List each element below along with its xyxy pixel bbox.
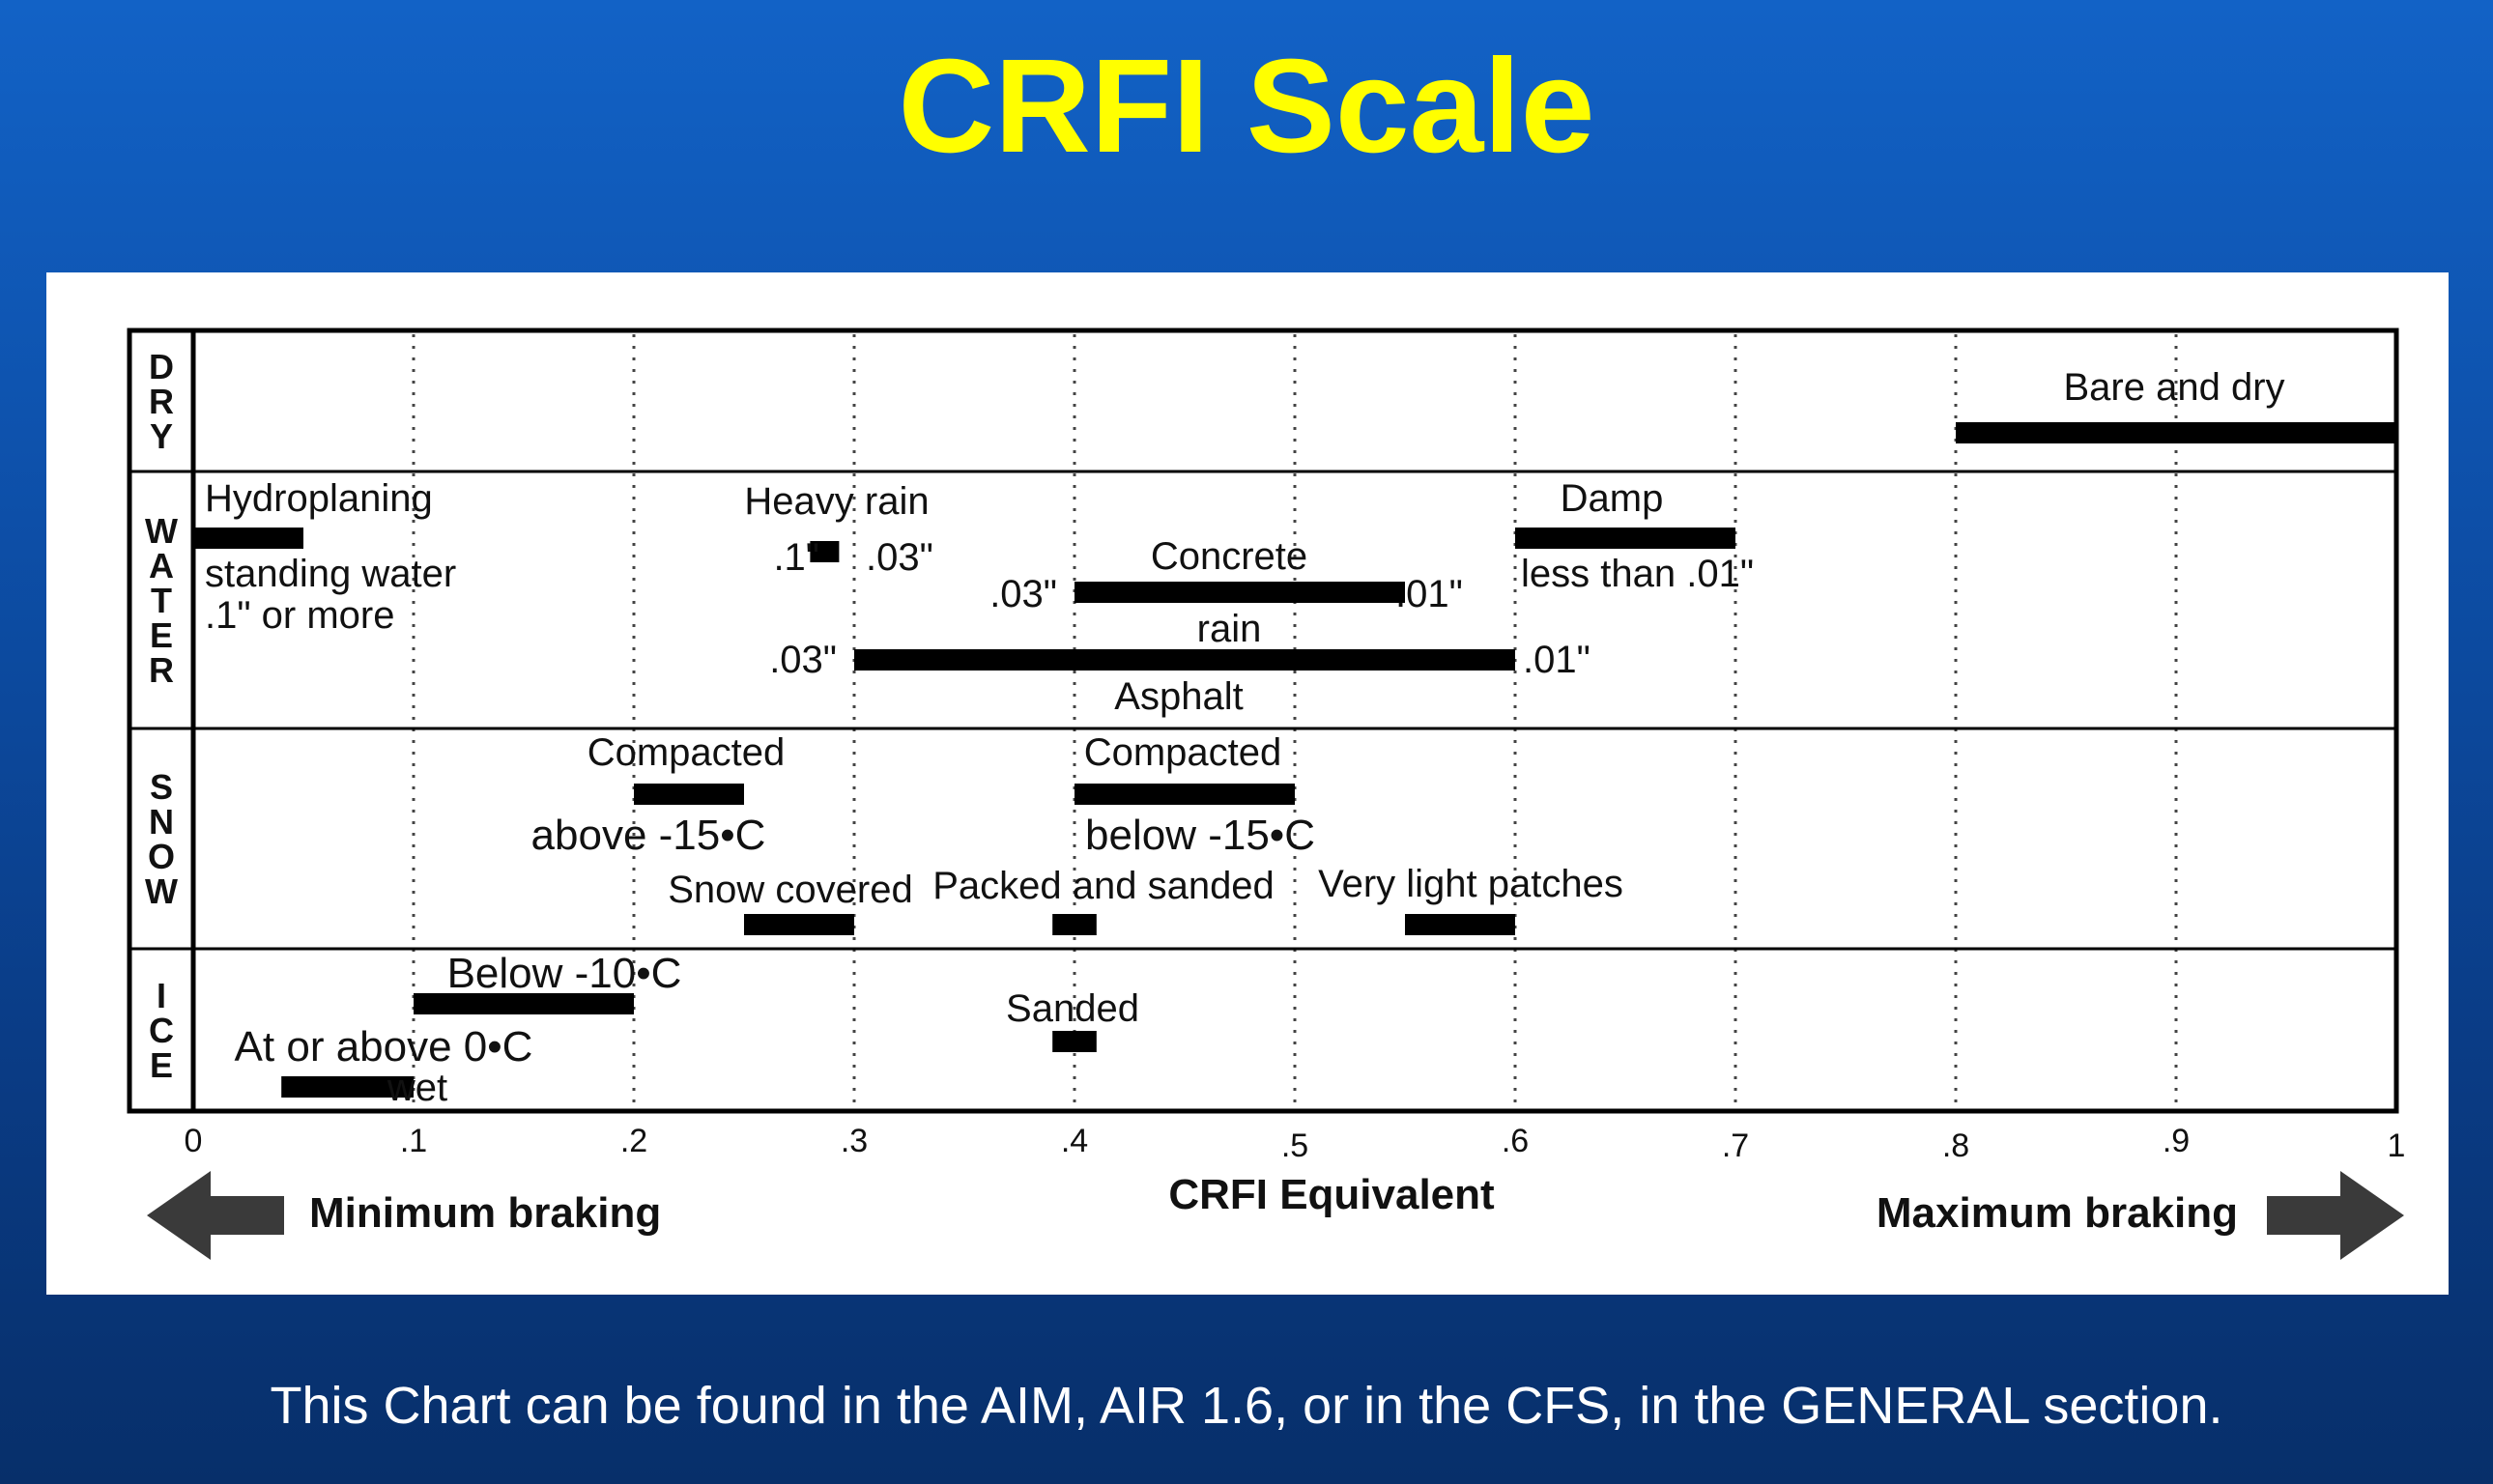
bar-label-below10: Below -10•C	[447, 950, 682, 997]
bar-label-damp2: less than .01"	[1521, 553, 1754, 595]
bar-label-rain: rain	[1197, 608, 1262, 650]
bar-label-snowcov: Snow covered	[668, 869, 912, 911]
grid-lines	[412, 334, 2178, 1107]
bar-label-bare: Bare and dry	[2063, 366, 2284, 409]
bar-label-concrete: Concrete	[1151, 535, 1307, 578]
x-tick-label: .4	[1061, 1123, 1088, 1159]
category-letter: E	[150, 1045, 173, 1085]
category-letter: E	[150, 615, 173, 655]
max-braking-label: Maximum braking	[1877, 1189, 2238, 1237]
range-bar	[1075, 784, 1295, 805]
range-bar	[1052, 914, 1097, 935]
range-bar	[744, 914, 854, 935]
category-letter: T	[151, 581, 172, 620]
bar-label-standing2: .1" or more	[205, 594, 394, 637]
range-bar	[281, 1076, 414, 1098]
bar-label-conc_r: .01"	[1395, 573, 1463, 615]
category-letter: O	[148, 837, 175, 876]
bar-label-atabove: At or above 0•C	[235, 1023, 533, 1070]
plot-frame	[127, 328, 2399, 1114]
slide-title: CRFI Scale	[898, 32, 1595, 181]
category-label-dry: DRY	[149, 347, 174, 456]
category-letter: S	[150, 767, 173, 807]
category-letter: R	[149, 650, 174, 690]
x-tick-label: .5	[1281, 1127, 1308, 1164]
x-tick-labels: 0 .1 .2 .3 .4 .5 .6 .7 .8 .9 1	[185, 1123, 2406, 1164]
bar-label-asph_r: .01"	[1523, 639, 1590, 681]
bar-label-conc_l: .03"	[989, 573, 1057, 615]
bar-label-above15: above -15•C	[531, 812, 766, 859]
bar-label-sanded: Sanded	[1006, 987, 1139, 1030]
range-bar	[634, 784, 744, 805]
category-letter: N	[149, 802, 174, 842]
x-tick-label: .8	[1942, 1127, 1969, 1164]
x-tick-label: .7	[1722, 1127, 1749, 1164]
bar-label-heavy_r: .03"	[866, 536, 933, 579]
x-tick-label: .6	[1502, 1123, 1529, 1159]
bar-label-standing1: standing water	[205, 553, 456, 595]
range-bar	[1075, 582, 1405, 603]
range-bar	[193, 528, 303, 549]
category-label-ice: ICE	[149, 976, 174, 1085]
bar-label-packed: Packed and sanded	[932, 865, 1275, 907]
bar-label-below15: below -15•C	[1085, 812, 1315, 859]
x-axis-label: CRFI Equivalent	[1168, 1171, 1495, 1218]
x-tick-label: 1	[2388, 1127, 2406, 1164]
x-tick-label: .2	[620, 1123, 647, 1159]
bar-label-hydro: Hydroplaning	[205, 477, 433, 520]
x-tick-label: 0	[185, 1123, 203, 1159]
category-letter: R	[149, 382, 174, 421]
bar-label-damp: Damp	[1561, 477, 1664, 520]
category-letter: I	[157, 976, 166, 1015]
left-arrow-icon	[147, 1171, 284, 1260]
range-bar	[1405, 914, 1515, 935]
category-letter: C	[149, 1011, 174, 1050]
bar-label-asphalt: Asphalt	[1114, 675, 1243, 718]
category-letter: Y	[150, 416, 173, 456]
bar-label-wet: wet	[387, 1067, 447, 1109]
range-bar	[1052, 1031, 1097, 1052]
range-bars	[193, 422, 2396, 1098]
range-bar	[414, 993, 634, 1014]
bar-label-comp1: Compacted	[587, 731, 786, 774]
bar-label-verylight: Very light patches	[1318, 863, 1623, 905]
bar-label-heavy: Heavy rain	[744, 480, 929, 523]
range-bar	[810, 541, 840, 562]
category-letter: W	[145, 871, 178, 911]
bar-label-heavy_l: .1"	[773, 536, 819, 579]
footer-note: This Chart can be found in the AIM, AIR …	[270, 1377, 2223, 1435]
range-bar	[1515, 528, 1735, 549]
right-arrow-icon	[2267, 1171, 2404, 1260]
category-letter: A	[149, 546, 174, 585]
x-tick-label: .9	[2163, 1123, 2190, 1159]
x-tick-label: .3	[841, 1123, 868, 1159]
range-bar	[1956, 422, 2396, 443]
bar-label-asph_l: .03"	[769, 639, 837, 681]
range-bar	[854, 649, 1515, 671]
x-tick-label: .1	[400, 1123, 427, 1159]
min-braking-label: Minimum braking	[309, 1189, 661, 1237]
category-letter: D	[149, 347, 174, 386]
bar-label-comp2: Compacted	[1084, 731, 1282, 774]
category-letter: W	[145, 511, 178, 551]
